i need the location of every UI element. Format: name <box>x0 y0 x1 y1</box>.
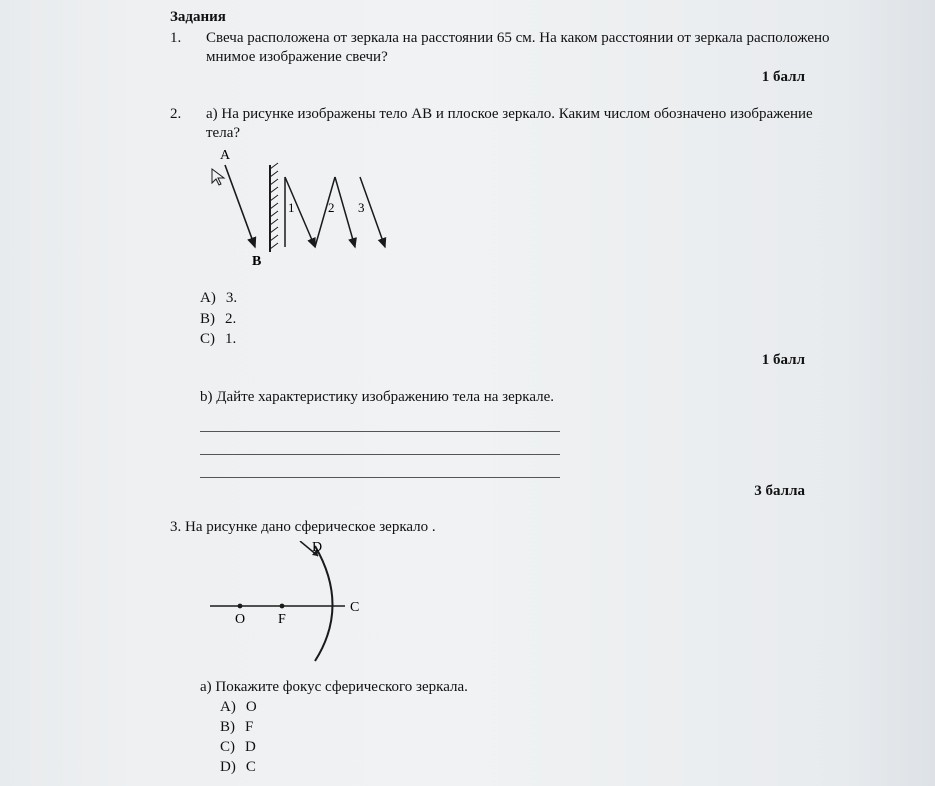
q3a-options: A) O B) F C) D D) C <box>220 697 845 778</box>
question-1: 1. Свеча расположена от зеркала на расст… <box>170 29 845 67</box>
opt-letter: A) <box>200 288 216 308</box>
mirror-arc <box>315 546 333 661</box>
label-1: 1 <box>288 200 295 215</box>
q1-number: 1. <box>170 29 188 67</box>
tasks-heading: Задания <box>170 8 845 27</box>
q2a-text: a) На рисунке изображены тело AB и плоск… <box>206 105 845 143</box>
q2b-text: Дайте характеристику изображению тела на… <box>216 389 554 405</box>
q3a-option-c: C) D <box>220 737 845 757</box>
segment-ab <box>225 165 255 247</box>
answer-line[interactable] <box>200 413 560 432</box>
q2a-score: 1 балл <box>170 351 845 370</box>
worksheet-page: Задания 1. Свеча расположена от зеркала … <box>0 0 935 786</box>
q2a-options: A) 3. B) 2. C) 1. <box>200 288 845 349</box>
opt-value: F <box>245 717 253 737</box>
q2a-option-c: C) 1. <box>200 329 845 349</box>
label-d: D <box>312 541 322 555</box>
answer-line[interactable] <box>200 436 560 455</box>
opt-letter: B) <box>200 309 215 329</box>
label-c: C <box>350 600 359 615</box>
q2a-option-b: B) 2. <box>200 309 845 329</box>
question-2b: b) Дайте характеристику изображению тела… <box>200 388 845 407</box>
q1-score: 1 балл <box>170 68 845 87</box>
q2a-label: a) <box>206 106 218 122</box>
label-o: O <box>235 612 245 627</box>
q3a-label: a) <box>200 679 212 695</box>
spherical-mirror-svg: O F D C <box>200 541 410 666</box>
question-3a: a) Покажите фокус сферического зеркала. <box>200 678 845 697</box>
q2a-diagram: A 1 2 <box>200 147 845 283</box>
q2b-score: 3 балла <box>170 482 845 501</box>
q2b-label: b) <box>200 389 213 405</box>
question-2a: 2. a) На рисунке изображены тело AB и пл… <box>170 105 845 143</box>
opt-value: 2. <box>225 309 236 329</box>
mirror-hatching <box>270 163 278 249</box>
opt-letter: C) <box>220 737 235 757</box>
opt-letter: C) <box>200 329 215 349</box>
q2b-answer-lines <box>200 413 845 478</box>
opt-value: O <box>246 697 257 717</box>
q1-text: Свеча расположена от зеркала на расстоян… <box>206 29 845 67</box>
point-f <box>280 604 285 609</box>
opt-letter: B) <box>220 717 235 737</box>
opt-letter: A) <box>220 697 236 717</box>
label-f: F <box>278 612 286 627</box>
q3a-option-b: B) F <box>220 717 845 737</box>
q2-number: 2. <box>170 105 188 143</box>
opt-value: D <box>245 737 256 757</box>
q3-number: 3. <box>170 519 181 535</box>
mirror-diagram-svg: A 1 2 <box>200 147 420 277</box>
q3-diagram: O F D C <box>200 541 845 672</box>
answer-line[interactable] <box>200 459 560 478</box>
q3a-option-a: A) O <box>220 697 845 717</box>
opt-letter: D) <box>220 757 236 777</box>
opt-value: C <box>246 757 256 777</box>
point-o <box>238 604 243 609</box>
opt-value: 1. <box>225 329 236 349</box>
q3a-text: Покажите фокус сферического зеркала. <box>215 679 467 695</box>
label-2: 2 <box>328 200 335 215</box>
q3-text: На рисунке дано сферическое зеркало . <box>185 519 436 535</box>
q3a-option-d: D) C <box>220 757 845 777</box>
label-3: 3 <box>358 200 365 215</box>
label-a: A <box>220 148 231 163</box>
ray-2b <box>335 177 355 247</box>
opt-value: 3. <box>226 288 237 308</box>
q2a-option-a: A) 3. <box>200 288 845 308</box>
cursor-icon <box>212 169 224 185</box>
label-b: B <box>252 254 261 269</box>
question-3: 3. На рисунке дано сферическое зеркало . <box>170 518 845 537</box>
q2a-body: На рисунке изображены тело AB и плоское … <box>206 106 813 141</box>
